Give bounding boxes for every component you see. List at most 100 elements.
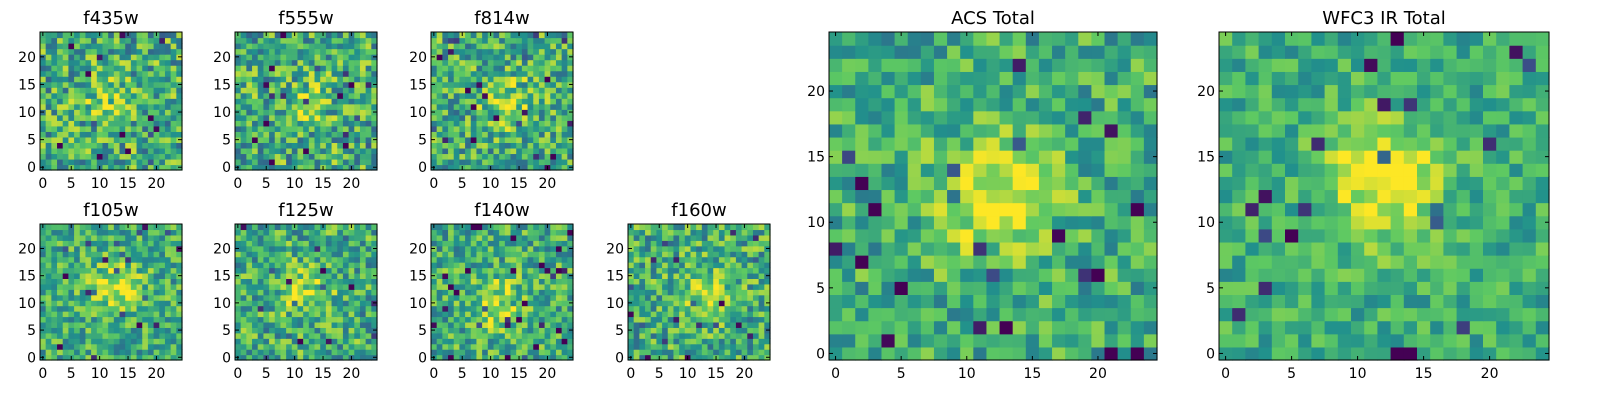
heatmap-cell [102, 245, 109, 252]
heatmap-cell [331, 294, 338, 301]
heatmap-cell [459, 103, 466, 110]
heatmap-cell [538, 114, 546, 121]
heatmap-cell [986, 333, 1001, 348]
heatmap-cell [947, 241, 961, 256]
heatmap-cell [240, 131, 247, 138]
heatmap-cell [533, 158, 540, 166]
heatmap-cell [176, 240, 183, 247]
heatmap-cell [159, 76, 166, 83]
heatmap-cell [176, 48, 183, 55]
heatmap-cell [159, 256, 166, 263]
heatmap-cell [764, 278, 771, 285]
heatmap-cell [164, 147, 172, 155]
heatmap-cell [499, 343, 506, 350]
heatmap-cell [538, 245, 546, 252]
heatmap-cell [280, 103, 287, 110]
heatmap-cell [113, 305, 121, 312]
heatmap-cell [314, 229, 321, 236]
heatmap-cell [45, 267, 52, 274]
heatmap-cell [342, 98, 350, 105]
heatmap-cell [153, 251, 160, 258]
heatmap-cell [453, 131, 460, 138]
heatmap-cell [325, 142, 333, 149]
heatmap-cell [252, 224, 259, 231]
heatmap-cell [504, 158, 512, 166]
heatmap-cell [724, 332, 731, 339]
heatmap-cell [119, 153, 126, 160]
heatmap-cell [153, 76, 160, 83]
heatmap-cell [297, 272, 304, 279]
heatmap-cell [521, 338, 529, 345]
heatmap-cell [96, 245, 104, 252]
heatmap-cell [130, 267, 138, 274]
heatmap-cell [96, 120, 104, 127]
heatmap-cell [453, 305, 460, 312]
heatmap-cell [758, 321, 765, 328]
heatmap-cell [667, 283, 675, 290]
heatmap-cell [713, 321, 720, 328]
heatmap-cell [741, 294, 748, 301]
heatmap-cell [696, 267, 703, 274]
heatmap-cell [125, 229, 132, 236]
heatmap-cell [119, 251, 126, 258]
heatmap-cell [453, 283, 460, 290]
heatmap-cell [308, 147, 316, 155]
heatmap-cell [354, 65, 361, 72]
heatmap-cell [561, 76, 568, 83]
heatmap-cell [91, 48, 98, 55]
heatmap-cell [314, 294, 321, 301]
heatmap-cell [645, 343, 652, 350]
heatmap-cell [465, 251, 472, 258]
heatmap-cell [286, 349, 293, 356]
heatmap-cell [487, 278, 495, 285]
heatmap-cell [40, 229, 47, 236]
heatmap-cell [533, 164, 540, 171]
heatmap-cell [240, 125, 247, 132]
heatmap-cell [713, 283, 720, 290]
heatmap-cell [303, 262, 310, 269]
heatmap-cell [999, 228, 1014, 243]
heatmap-cell [320, 251, 327, 258]
heatmap-cell [269, 125, 276, 132]
heatmap-cell [252, 158, 259, 166]
heatmap-cell [314, 142, 321, 149]
heatmap-cell [359, 262, 367, 269]
heatmap-cell [365, 229, 372, 236]
heatmap-cell [159, 305, 166, 312]
heatmap-cell [764, 349, 771, 356]
heatmap-cell [448, 153, 455, 160]
heatmap-cell [246, 278, 253, 285]
heatmap-cell [544, 332, 551, 339]
heatmap-cell [947, 255, 961, 269]
heatmap-cell [476, 354, 483, 361]
heatmap-cell [499, 114, 506, 121]
heatmap-cell [747, 234, 754, 241]
heatmap-cell [561, 332, 568, 339]
heatmap-cell [252, 98, 259, 105]
heatmap-cell [68, 316, 75, 323]
heatmap-cell [274, 136, 282, 143]
heatmap-cell [567, 338, 574, 345]
heatmap-cell [159, 109, 166, 116]
heatmap-cell [57, 164, 64, 171]
heatmap-cell [448, 224, 455, 231]
heatmap-cell [493, 245, 500, 252]
heatmap-cell [164, 332, 172, 339]
heatmap-cell [40, 98, 47, 105]
heatmap-cell [252, 294, 259, 301]
heatmap-cell [662, 262, 669, 269]
heatmap-cell [436, 349, 443, 356]
heatmap-cell [170, 321, 177, 328]
heatmap-cell [499, 43, 506, 50]
heatmap-cell [510, 131, 517, 138]
heatmap-cell [829, 176, 843, 191]
heatmap-cell [240, 98, 247, 105]
heatmap-cell [538, 289, 546, 296]
heatmap-cell [62, 153, 69, 160]
heatmap-cell [57, 229, 64, 236]
heatmap-cell [235, 332, 242, 339]
heatmap-cell [459, 316, 466, 323]
heatmap-cell [459, 54, 466, 61]
heatmap-cell [325, 300, 333, 307]
heatmap-cell [57, 114, 64, 121]
